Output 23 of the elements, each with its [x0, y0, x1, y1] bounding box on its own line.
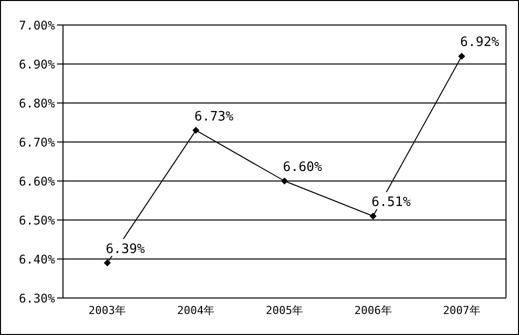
y-tick-label: 6.70% — [18, 135, 56, 150]
data-label: 6.92% — [460, 35, 500, 50]
point — [192, 126, 200, 134]
y-tick-label: 6.40% — [18, 252, 56, 266]
x-tick-label: 2003年 — [88, 304, 126, 317]
x-tick-label: 2005年 — [266, 304, 304, 317]
point — [104, 259, 111, 266]
y-tick-label: 6.60% — [18, 174, 56, 188]
y-tick-label: 6.50% — [18, 213, 56, 228]
x-tick-label: 2007年 — [442, 304, 480, 317]
point — [458, 52, 466, 60]
y-tick-label: 7.00% — [18, 18, 56, 32]
data-label: 6.73% — [194, 109, 234, 124]
x-tick-label: 2006年 — [354, 304, 392, 317]
y-tick-label: 6.30% — [18, 291, 56, 306]
y-tick-label: 6.80% — [18, 96, 56, 110]
point — [281, 178, 288, 184]
data-label: 6.39% — [106, 242, 146, 257]
data-label: 6.51% — [372, 195, 411, 210]
point — [370, 212, 377, 220]
x-tick-label: 2004年 — [177, 304, 215, 317]
data-label: 6.60% — [282, 160, 322, 175]
y-tick-label: 6.90% — [18, 57, 56, 72]
